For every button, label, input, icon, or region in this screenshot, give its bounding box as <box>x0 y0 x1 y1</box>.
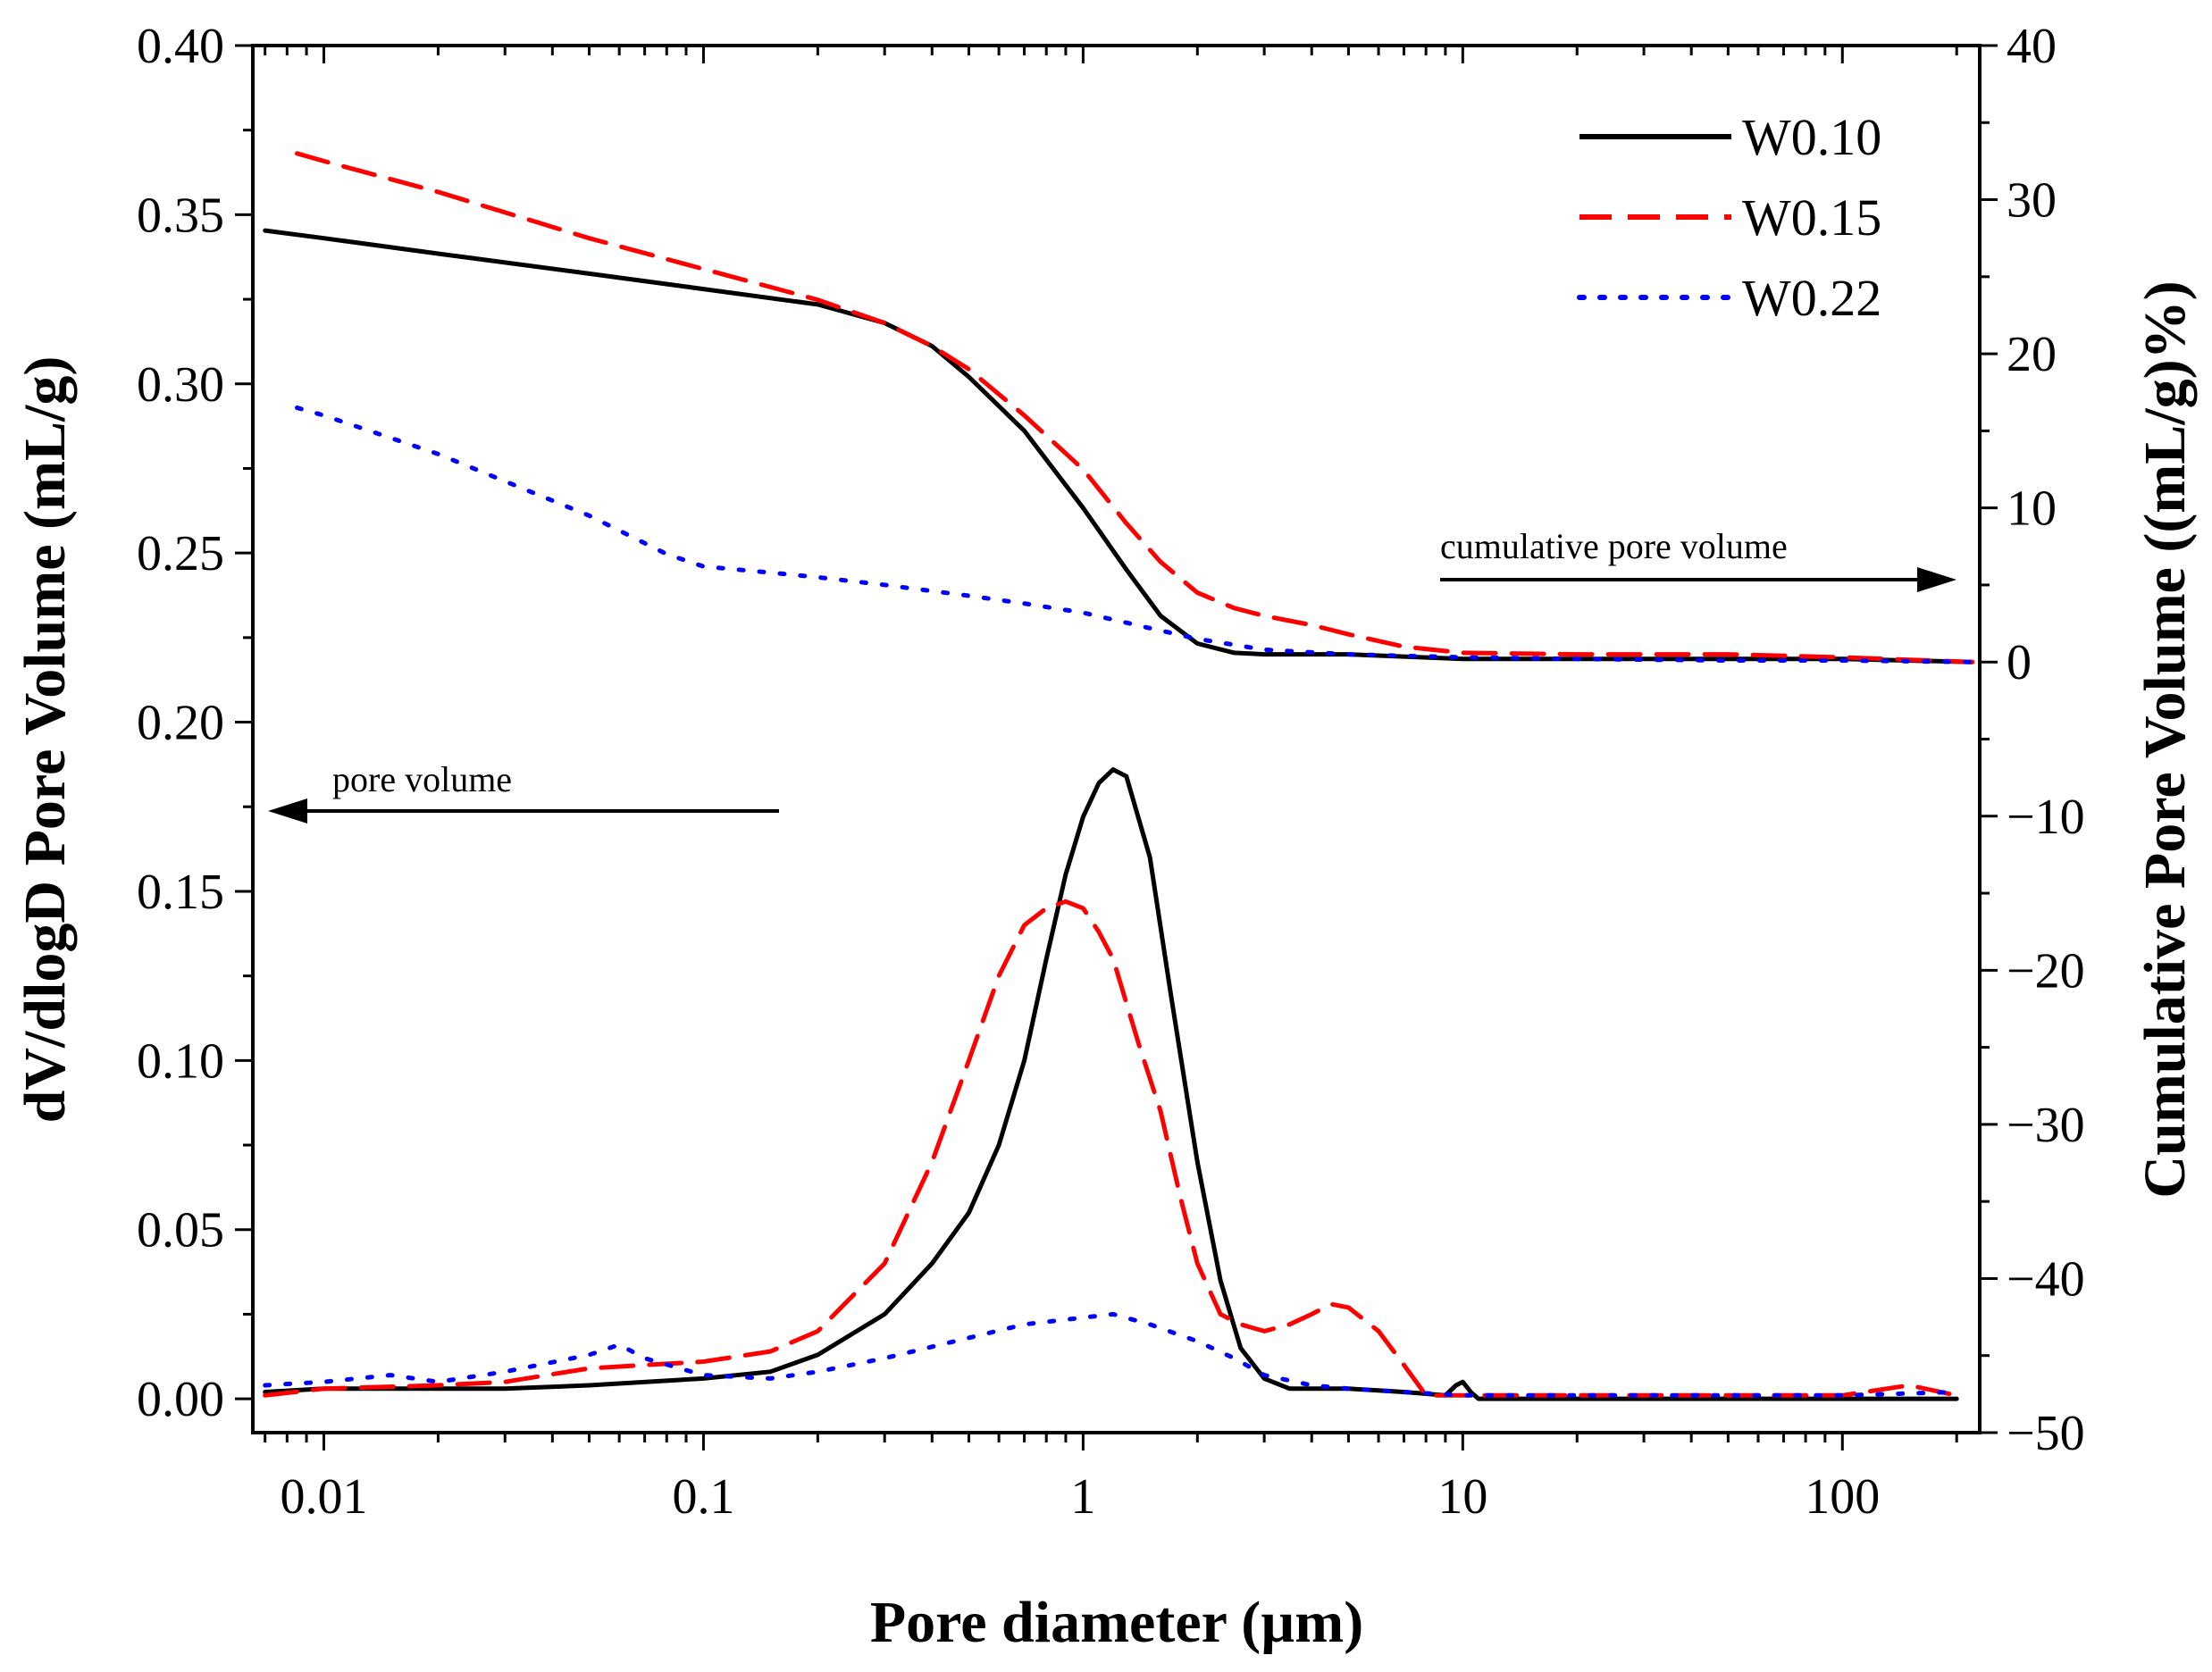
x-tick-label: 1 <box>1070 1469 1095 1525</box>
y-right-tick-label: 20 <box>2007 327 2057 382</box>
series-layer <box>263 151 1975 1401</box>
x-axis-title: Pore diameter (µm) <box>870 1590 1363 1655</box>
series-w022-cumulative <box>295 405 1975 665</box>
series-w022-distribution <box>263 1311 1959 1398</box>
y-left-tick-label: 0.15 <box>137 865 224 920</box>
labels-layer: 0.01 0.1 1 10 1000.000.050.100.150.200.250.3… <box>137 19 2085 1525</box>
y-right-tick-label: −40 <box>2007 1251 2085 1307</box>
plot-frame <box>251 44 1982 1434</box>
annotation-pore-arrow-head <box>268 798 307 823</box>
y-axis-left-title: dV/dlogD Pore Volume (mL/g) <box>13 356 78 1124</box>
series-w015-cumulative <box>295 151 1975 665</box>
y-right-tick-label: 10 <box>2007 481 2057 537</box>
ticks-layer <box>235 44 1998 1450</box>
series-w010-cumulative <box>263 228 1975 665</box>
plot-area <box>235 44 1998 1450</box>
x-tick-label: 10 <box>1437 1469 1487 1525</box>
y-left-tick-label: 0.35 <box>137 188 224 243</box>
y-left-tick-label: 0.25 <box>137 526 224 581</box>
y-right-tick-label: −10 <box>2007 790 2085 845</box>
y-right-tick-label: −30 <box>2007 1098 2085 1153</box>
y-right-tick-label: 40 <box>2007 19 2057 74</box>
legend: W0.10 W0.15 W0.22 <box>1577 108 1881 327</box>
x-tick-label: 100 <box>1805 1469 1880 1525</box>
annotation-cumulative: cumulative pore volume <box>1440 526 1956 592</box>
y-right-tick-label: 30 <box>2007 173 2057 229</box>
x-tick-label: 0.1 <box>672 1469 734 1525</box>
y-right-tick-label: −50 <box>2007 1406 2085 1461</box>
annotation-cumulative-text: cumulative pore volume <box>1440 526 1788 566</box>
series-w015-distribution <box>263 899 1959 1398</box>
y-left-tick-label: 0.20 <box>137 696 224 751</box>
series-w010-distribution <box>263 767 1959 1401</box>
annotation-pore: pore volume <box>268 759 779 823</box>
legend-label-w015: W0.15 <box>1742 188 1881 247</box>
y-left-tick-label: 0.05 <box>137 1203 224 1258</box>
x-tick-label: 0.01 <box>281 1469 368 1525</box>
y-right-tick-label: 0 <box>2007 635 2032 690</box>
y-right-tick-label: −20 <box>2007 943 2085 999</box>
annotation-pore-text: pore volume <box>332 759 512 799</box>
y-axis-right-title: Cumulative Pore Volume ((mL/g)%) <box>2132 280 2198 1198</box>
y-left-tick-label: 0.40 <box>137 19 224 74</box>
legend-label-w010: W0.10 <box>1742 108 1881 166</box>
y-left-tick-label: 0.00 <box>137 1372 224 1427</box>
y-left-tick-label: 0.10 <box>137 1033 224 1089</box>
legend-label-w022: W0.22 <box>1742 269 1881 327</box>
y-left-tick-label: 0.30 <box>137 357 224 413</box>
annotation-cumulative-arrow-head <box>1917 567 1956 592</box>
